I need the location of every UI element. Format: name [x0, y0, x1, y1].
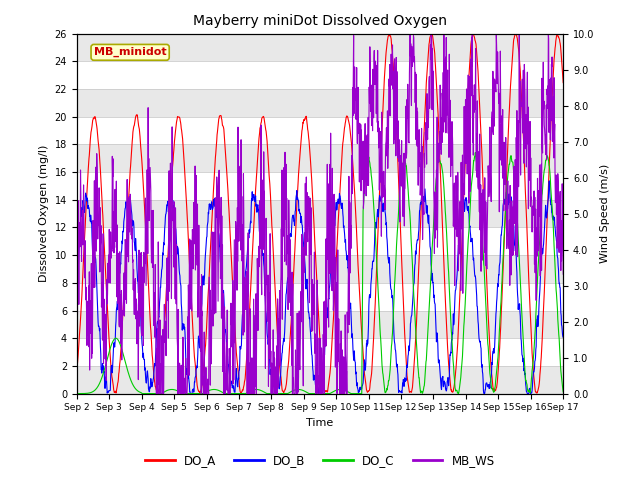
- Bar: [77, 255, 563, 283]
- Bar: [77, 311, 563, 338]
- Legend: DO_A, DO_B, DO_C, MB_WS: DO_A, DO_B, DO_C, MB_WS: [141, 449, 499, 472]
- Bar: [77, 144, 563, 172]
- Bar: [77, 366, 563, 394]
- X-axis label: Time: Time: [307, 418, 333, 428]
- Y-axis label: Dissolved Oxygen (mg/l): Dissolved Oxygen (mg/l): [39, 145, 49, 282]
- Title: Mayberry miniDot Dissolved Oxygen: Mayberry miniDot Dissolved Oxygen: [193, 14, 447, 28]
- Y-axis label: Wind Speed (m/s): Wind Speed (m/s): [600, 164, 610, 263]
- Bar: [77, 34, 563, 61]
- Text: MB_minidot: MB_minidot: [94, 47, 166, 58]
- Bar: [77, 200, 563, 228]
- Bar: [77, 89, 563, 117]
